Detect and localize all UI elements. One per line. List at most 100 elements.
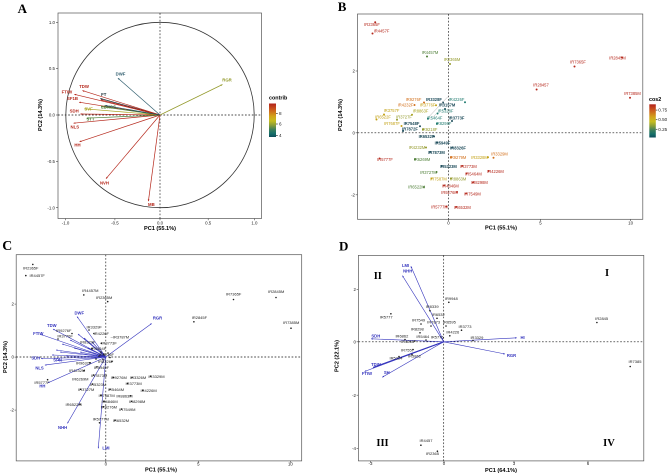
- svg-text:0.0: 0.0: [157, 221, 164, 226]
- svg-text:IR5464F: IR5464F: [91, 346, 107, 351]
- svg-text:PC1 (55.1%): PC1 (55.1%): [145, 468, 177, 474]
- svg-text:DWF: DWF: [75, 311, 85, 316]
- svg-text:IR5464F: IR5464F: [427, 116, 443, 121]
- svg-text:IR3329: IR3329: [470, 335, 484, 340]
- svg-text:IR2365F: IR2365F: [23, 265, 39, 270]
- svg-text:IR6522M: IR6522M: [65, 402, 81, 407]
- svg-text:IR4457F: IR4457F: [374, 29, 390, 34]
- svg-text:A: A: [18, 1, 28, 16]
- svg-text:IR3773F: IR3773F: [449, 115, 465, 120]
- svg-text:IR3776F: IR3776F: [57, 334, 73, 339]
- svg-text:LMI: LMI: [102, 446, 109, 451]
- svg-text:IR9948: IR9948: [445, 296, 459, 301]
- svg-text:IR7687F: IR7687F: [384, 121, 400, 126]
- svg-text:0: 0: [105, 462, 108, 467]
- svg-text:IR3329F: IR3329F: [87, 325, 103, 330]
- svg-text:IR7385M: IR7385M: [624, 91, 641, 96]
- svg-text:IR5949F: IR5949F: [435, 140, 451, 145]
- svg-text:IR3157M: IR3157M: [439, 102, 456, 107]
- svg-text:RGR: RGR: [153, 316, 162, 321]
- svg-text:2: 2: [12, 302, 15, 307]
- svg-text:LBNGS: LBNGS: [101, 104, 116, 109]
- svg-text:0.25: 0.25: [658, 127, 667, 132]
- svg-text:0.0: 0.0: [49, 113, 56, 118]
- svg-text:IR7872F: IR7872F: [402, 126, 418, 131]
- svg-text:IR4226M: IR4226M: [140, 388, 156, 393]
- svg-text:1.0: 1.0: [251, 221, 258, 226]
- svg-text:IR6269M: IR6269M: [72, 377, 88, 382]
- svg-text:IR4457M: IR4457M: [82, 288, 98, 293]
- svg-text:IR9276M: IR9276M: [441, 190, 458, 195]
- svg-text:10: 10: [288, 462, 293, 467]
- svg-text:IR8863M: IR8863M: [450, 176, 467, 181]
- svg-text:IR8863M: IR8863M: [116, 394, 132, 399]
- svg-text:SDH: SDH: [31, 356, 40, 361]
- svg-text:IR9276F: IR9276F: [406, 97, 422, 102]
- svg-text:IR2845M: IR2845M: [609, 56, 626, 61]
- svg-text:IR8339: IR8339: [426, 304, 440, 309]
- svg-text:SVF: SVF: [84, 106, 93, 111]
- svg-text:IR3776F: IR3776F: [420, 102, 436, 107]
- svg-text:PC2 (14.3%): PC2 (14.3%): [38, 99, 44, 131]
- svg-text:IR6522F: IR6522F: [375, 114, 391, 119]
- svg-text:PC1 (64.1%): PC1 (64.1%): [485, 468, 517, 474]
- svg-text:IR8298M: IR8298M: [129, 399, 145, 404]
- svg-text:IR8298M: IR8298M: [471, 180, 488, 185]
- svg-text:IR4232M: IR4232M: [409, 145, 426, 150]
- svg-text:PC2 (14.3%): PC2 (14.3%): [338, 99, 344, 131]
- svg-text:IR7549M: IR7549M: [464, 191, 481, 196]
- svg-text:IR6532M: IR6532M: [113, 418, 129, 423]
- svg-text:IR7587M: IR7587M: [98, 393, 114, 398]
- svg-text:0: 0: [354, 339, 357, 344]
- svg-text:IR8326F: IR8326F: [450, 146, 466, 151]
- svg-text:C: C: [2, 238, 12, 253]
- svg-text:IR2845F: IR2845F: [192, 315, 208, 320]
- svg-text:IR5464M: IR5464M: [465, 171, 482, 176]
- svg-text:IR28457: IR28457: [533, 83, 549, 88]
- svg-text:IR7873M: IR7873M: [428, 150, 445, 155]
- svg-text:0.75: 0.75: [658, 108, 667, 113]
- svg-text:0: 0: [12, 355, 15, 360]
- svg-text:DWF: DWF: [116, 71, 126, 76]
- svg-text:IR8298F: IR8298F: [436, 121, 452, 126]
- svg-text:IR3328F: IR3328F: [426, 97, 442, 102]
- svg-text:3: 3: [513, 461, 516, 466]
- svg-text:IR3773M: IR3773M: [460, 164, 477, 169]
- svg-text:IR9276M: IR9276M: [101, 405, 117, 410]
- svg-text:IR8863F: IR8863F: [413, 109, 429, 114]
- svg-text:0.5: 0.5: [205, 221, 212, 226]
- svg-text:TDW: TDW: [79, 84, 90, 89]
- svg-text:B: B: [338, 0, 347, 14]
- svg-text:SH: SH: [384, 370, 390, 375]
- svg-text:6: 6: [587, 461, 590, 466]
- svg-text:IR7365F: IR7365F: [570, 60, 586, 65]
- svg-text:IR3727F: IR3727F: [396, 115, 412, 120]
- svg-text:IR4457: IR4457: [420, 438, 434, 443]
- svg-text:IR8298: IR8298: [411, 327, 425, 332]
- svg-text:NHH: NHH: [403, 269, 412, 274]
- svg-text:FTIW: FTIW: [33, 331, 43, 336]
- svg-text:-0.5: -0.5: [47, 159, 55, 164]
- svg-text:FTIW: FTIW: [62, 89, 73, 94]
- svg-text:IR5323M: IR5323M: [90, 382, 106, 387]
- svg-text:5: 5: [197, 462, 200, 467]
- svg-text:IR5862: IR5862: [408, 354, 422, 359]
- svg-text:IR5464: IR5464: [416, 334, 430, 339]
- svg-text:IR5324: IR5324: [390, 356, 404, 361]
- svg-text:SF1B: SF1B: [67, 96, 78, 101]
- svg-text:10: 10: [628, 220, 633, 225]
- svg-text:SPN: SPN: [53, 357, 62, 362]
- svg-text:NLS: NLS: [35, 365, 44, 370]
- svg-text:IR3727M: IR3727M: [420, 170, 437, 175]
- svg-text:-3: -3: [369, 461, 373, 466]
- svg-text:IR4232F: IR4232F: [398, 102, 414, 107]
- svg-text:-0.5: -0.5: [111, 221, 119, 226]
- svg-text:HH: HH: [74, 143, 80, 148]
- svg-text:-2: -2: [351, 192, 355, 197]
- svg-text:III: III: [376, 438, 388, 449]
- svg-text:NVH: NVH: [100, 180, 109, 185]
- svg-text:STT: STT: [86, 117, 94, 122]
- svg-text:IR9279M: IR9279M: [450, 155, 467, 160]
- svg-text:PC1 (55.1%): PC1 (55.1%): [485, 226, 517, 232]
- svg-text:SDH: SDH: [371, 333, 380, 338]
